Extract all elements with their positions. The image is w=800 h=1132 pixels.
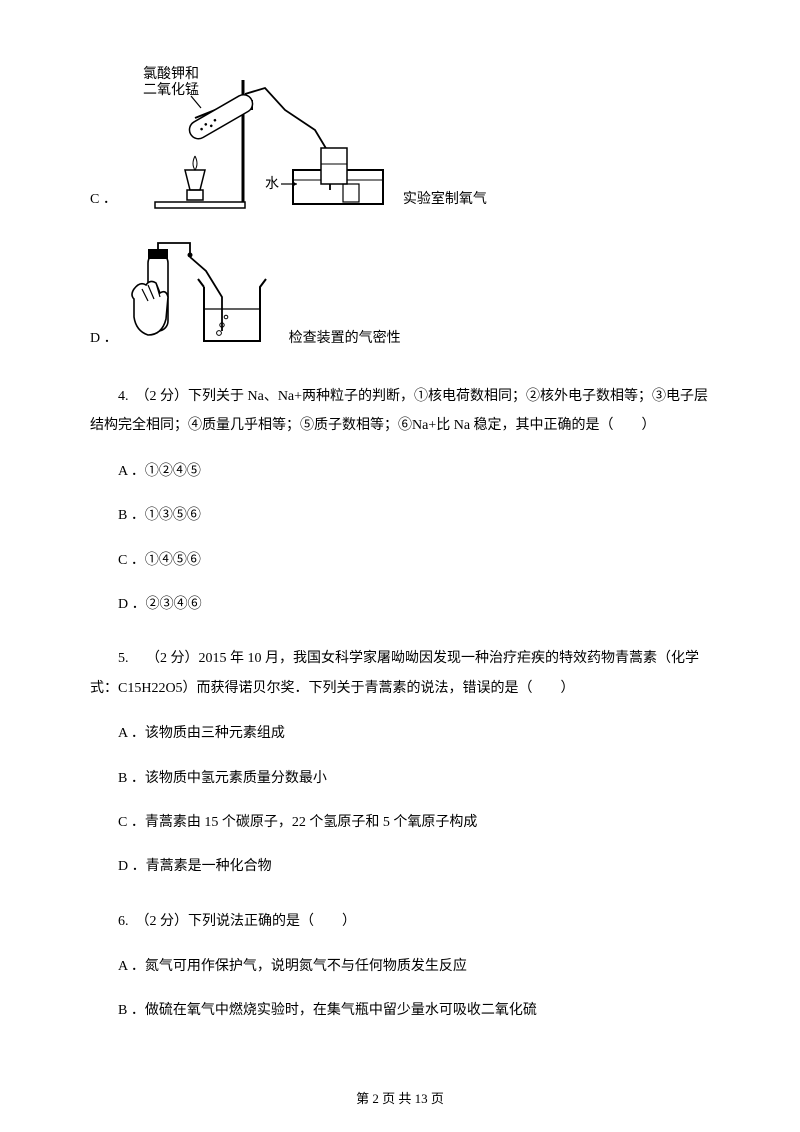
option-c-text: 实验室制氧气 [403,189,487,215]
option-c-diagram: 氯酸钾和 二氧化锰 [125,60,395,215]
option-d-marker: D ． [90,328,118,354]
page-footer: 第 2 页 共 13 页 [0,1089,800,1110]
question-6: 6. （2 分）下列说法正确的是（ ） [90,907,710,936]
label-top2: 二氧化锰 [143,82,199,98]
question-4: 4. （2 分）下列关于 Na、Na+两种粒子的判断，①核电荷数相同；②核外电子… [90,382,710,441]
q4-option-a: A ．①②④⑤ [118,461,710,483]
option-d-row: D ． 检查装置的气密性 [90,239,710,354]
q5-option-a: A ．该物质由三种元素组成 [118,723,710,745]
q4-option-c: C ．①④⑤⑥ [118,550,710,572]
q6-option-a: A ．氮气可用作保护气，说明氮气不与任何物质发生反应 [118,956,710,978]
label-water: 水 [265,176,279,192]
label-top1: 氯酸钾和 [143,66,199,82]
q5-option-d: D ．青蒿素是一种化合物 [118,856,710,878]
q4-option-b: B ．①③⑤⑥ [118,505,710,527]
option-d-diagram [126,239,281,354]
q5-option-b: B ．该物质中氢元素质量分数最小 [118,768,710,790]
option-c-row: C ． 氯酸钾和 二氧化锰 [90,60,710,215]
option-c-marker: C ． [90,189,117,215]
option-d-text: 检查装置的气密性 [289,328,401,354]
q4-option-d: D ．②③④⑥ [118,594,710,616]
question-5: 5. （2 分）2015 年 10 月，我国女科学家屠呦呦因发现一种治疗疟疾的特… [90,644,710,703]
q5-option-c: C ．青蒿素由 15 个碳原子，22 个氢原子和 5 个氧原子构成 [118,812,710,834]
q6-option-b: B ．做硫在氧气中燃烧实验时，在集气瓶中留少量水可吸收二氧化硫 [118,1000,710,1022]
